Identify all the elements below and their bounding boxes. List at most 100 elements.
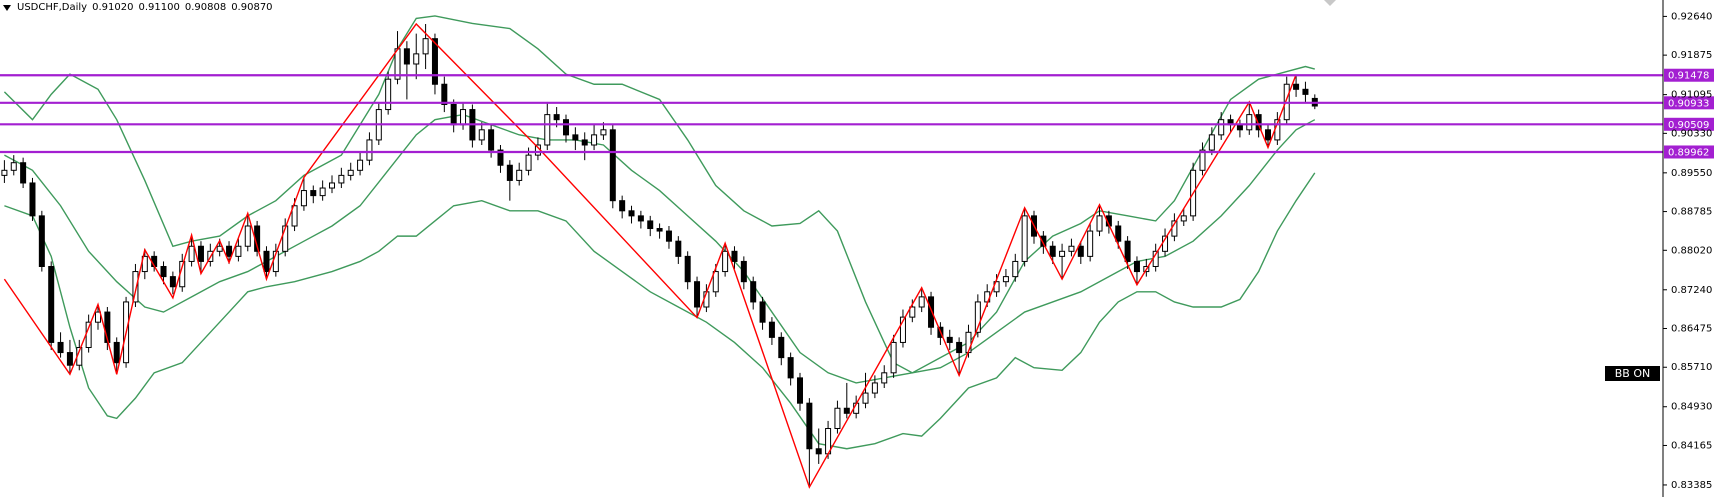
candle-body (862, 392, 869, 404)
candle-body (843, 407, 850, 414)
candle-body (1059, 250, 1066, 257)
candle-body (1068, 245, 1075, 252)
candle-body (928, 296, 935, 328)
candle-body (366, 139, 373, 161)
candle-body (422, 38, 429, 55)
candle-body (956, 341, 963, 354)
candle-body (48, 265, 55, 343)
candle-body (282, 225, 289, 252)
candle-body (946, 336, 953, 343)
axis-layer: 0.92640 0.91875 0.91095 0.90330 0.89550 0.887… (1662, 0, 1712, 497)
candle-body (1012, 260, 1019, 278)
bollinger-band (4, 172, 1316, 450)
chart-title: USDCHF,Daily (17, 2, 88, 13)
candle-body (628, 210, 635, 217)
candle-body (918, 296, 925, 308)
candle-body (778, 336, 785, 359)
candle-body (1265, 129, 1271, 141)
candle-body (216, 245, 223, 252)
candle-body (525, 154, 532, 171)
y-tick-label: 0.88020 (1671, 245, 1712, 256)
candle-body (497, 149, 504, 166)
zigzag-layer (3, 22, 1297, 489)
candle-body (66, 352, 73, 366)
candle-body (1236, 124, 1243, 131)
candle-body (890, 341, 897, 374)
candle-body (1096, 215, 1103, 232)
level-label: 0.90509 (1668, 120, 1709, 131)
candle-body (637, 215, 644, 222)
level-badge (1664, 117, 1714, 131)
candle-body (619, 200, 626, 212)
y-tick-label: 0.89550 (1671, 168, 1712, 179)
header-low: 0.90808 (184, 2, 227, 13)
candle-body (899, 316, 906, 343)
levels-layer: 0.91478 0.90933 0.90509 0.89962 (0, 68, 1714, 159)
level-label: 0.89962 (1668, 147, 1709, 158)
candle-body (347, 169, 354, 176)
candle-body (656, 228, 663, 232)
level-badge (1664, 68, 1714, 82)
candle-body (431, 38, 438, 85)
header-arrow (3, 4, 11, 11)
candle-body (38, 215, 45, 267)
header-close: 0.90870 (231, 2, 273, 13)
candle-body (1246, 114, 1253, 131)
header-high: 0.91100 (138, 2, 180, 13)
candle-body (647, 220, 654, 230)
candle-body (1124, 240, 1131, 262)
level-badge (1664, 145, 1714, 159)
candle-body (1218, 119, 1225, 136)
candle-body (731, 250, 738, 262)
candle-body (20, 162, 27, 184)
candle-body (506, 164, 513, 181)
y-tick-label: 0.92640 (1671, 11, 1712, 22)
indicator-badge (1605, 366, 1660, 381)
candle-body (1002, 276, 1009, 283)
candle-body (300, 190, 307, 207)
candle-body (460, 109, 467, 126)
candle-body (104, 311, 111, 343)
candle-body (310, 190, 317, 197)
y-tick-label: 0.86475 (1671, 324, 1712, 335)
candle-body (1255, 114, 1262, 131)
candle-body (197, 245, 204, 262)
candle-body (1, 169, 8, 176)
candle-body (974, 301, 981, 333)
candle-body (609, 129, 616, 202)
candle-body (740, 260, 747, 283)
y-tick-label: 0.84930 (1671, 402, 1712, 413)
candle-body (553, 114, 560, 121)
candle-body (113, 341, 120, 364)
y-tick-label: 0.87240 (1671, 285, 1712, 296)
candle-body (1049, 245, 1056, 257)
candle-body (244, 225, 251, 247)
candle-body (834, 407, 841, 430)
candle-body (1077, 245, 1084, 257)
candle-body (581, 139, 588, 146)
level-badge (1664, 96, 1714, 110)
candle-body (797, 377, 803, 404)
candle-body (871, 382, 878, 394)
candle-body (1040, 235, 1047, 247)
candle-body (1021, 215, 1028, 262)
header-open: 0.91020 (92, 2, 134, 13)
indicator-label: BB ON (1615, 367, 1650, 380)
candle-body (57, 341, 64, 354)
candle-body (291, 205, 298, 227)
candle-body (235, 245, 242, 257)
scroll-marker (1324, 0, 1336, 6)
candle-body (488, 129, 495, 151)
candle-body (385, 78, 392, 111)
candle-body (516, 169, 523, 181)
candle-body (684, 255, 691, 283)
candle-body (95, 311, 101, 323)
candle-body (338, 174, 345, 184)
candle-body (1133, 260, 1140, 273)
level-label: 0.91478 (1668, 71, 1709, 82)
candle-body (478, 129, 485, 141)
candle-body (806, 402, 813, 450)
chart-header: USDCHF,Daily 0.91020 0.91100 0.90808 0.9… (3, 2, 273, 13)
